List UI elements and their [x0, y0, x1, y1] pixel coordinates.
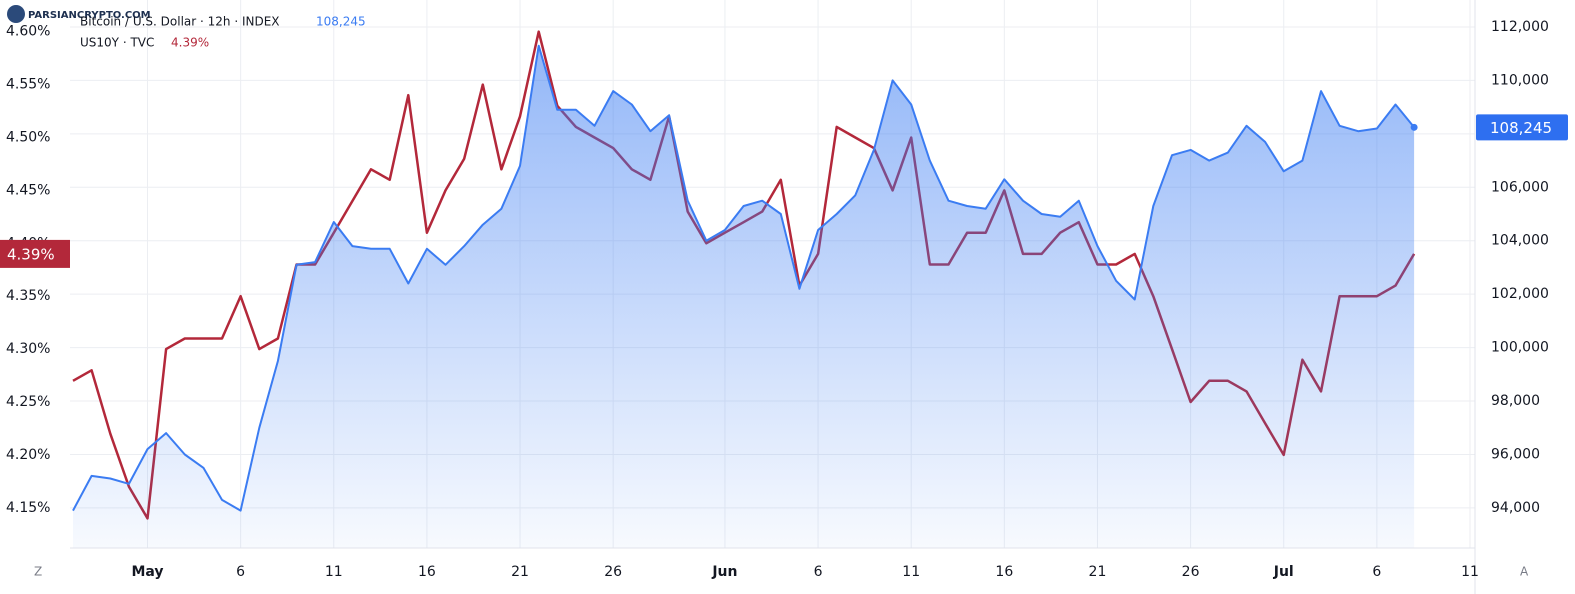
y-tick-label: 4.25% [6, 394, 50, 410]
x-tick-label: 6 [1372, 564, 1381, 580]
y-tick-label: 4.35% [6, 288, 50, 304]
y-tick-label: 4.30% [6, 341, 50, 357]
x-tick-label: 11 [325, 564, 343, 580]
y2-tick-label: 106,000 [1491, 179, 1549, 195]
price-badge [1476, 114, 1568, 141]
legend-value: 108,245 [316, 15, 366, 29]
x-tick-label: 6 [814, 564, 823, 580]
area [73, 45, 1415, 548]
legend: Bitcoin / U.S. Dollar · 12h · INDEX 108,… [80, 15, 366, 50]
y2-tick-label: 110,000 [1491, 72, 1549, 88]
y2-tick-label: 102,000 [1491, 286, 1549, 302]
x-tick-label: 21 [1089, 564, 1107, 580]
x-tick-label: 21 [511, 564, 529, 580]
x-tick-label: May [131, 564, 163, 580]
y2-tick-label: 98,000 [1491, 393, 1540, 409]
x-tick-label: 26 [1182, 564, 1200, 580]
y-tick-label: 4.20% [6, 447, 50, 463]
price-badge-text: 108,245 [1490, 119, 1552, 137]
legend-value: 4.39% [171, 36, 209, 50]
watermark-logo [7, 5, 25, 23]
price-badge-text: 4.39% [7, 245, 55, 263]
y-tick-label: 4.60% [6, 24, 50, 40]
watermark: PARSIANCRYPTO.COM [4, 4, 151, 24]
y2-tick-label: 112,000 [1491, 19, 1549, 35]
x-tick-label: 11 [1461, 564, 1479, 580]
x-tick-label: Jul [1273, 564, 1294, 580]
line [72, 44, 1415, 512]
y2-tick-label: 94,000 [1491, 500, 1540, 516]
x-tick-label: 16 [418, 564, 436, 580]
y2-tick-label: 100,000 [1491, 340, 1549, 356]
x-tick-label: 16 [995, 564, 1013, 580]
y2-tick-label: 104,000 [1491, 233, 1549, 249]
button[interactable]: A [1520, 565, 1529, 579]
y-tick-label: 4.50% [6, 130, 50, 146]
x-tick-label: Jun [711, 564, 737, 580]
y2-tick-label: 96,000 [1491, 446, 1540, 462]
watermark-text: PARSIANCRYPTO.COM [28, 10, 151, 21]
legend-name: Bitcoin / U.S. Dollar · 12h · INDEX [80, 15, 280, 29]
y-tick-label: 4.55% [6, 77, 50, 93]
plot [72, 30, 1416, 548]
price-badge [0, 239, 70, 268]
y-tick-label: 4.15% [6, 500, 50, 516]
x-tick-label: 6 [236, 564, 245, 580]
x-tick-label: 26 [604, 564, 622, 580]
watermark-bg [4, 4, 142, 24]
button[interactable]: Z [34, 565, 42, 579]
legend-name: US10Y · TVC [80, 36, 154, 50]
x-tick-label: 11 [902, 564, 920, 580]
last-point [1410, 123, 1418, 131]
y-tick-label: 4.45% [6, 182, 50, 198]
